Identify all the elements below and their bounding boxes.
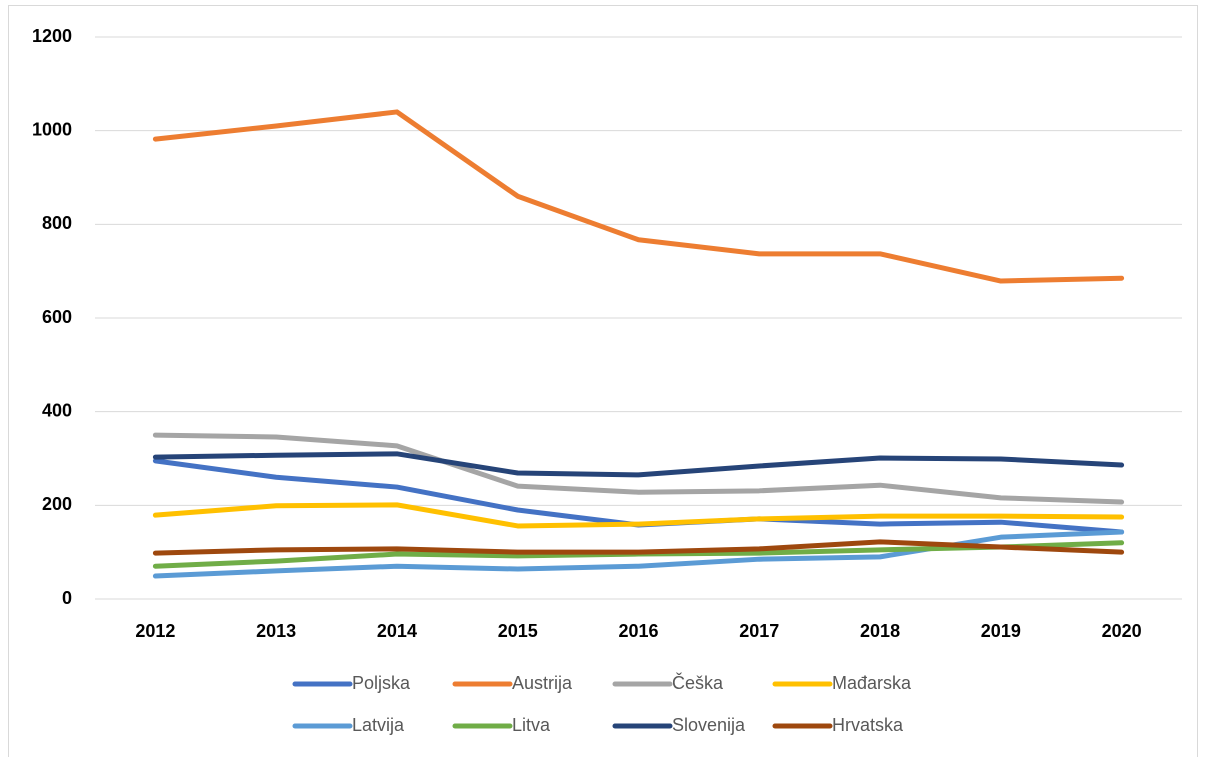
x-tick-label: 2015	[498, 621, 538, 641]
x-tick-label: 2017	[739, 621, 779, 641]
series-line	[152, 539, 1125, 556]
legend-label: Slovenija	[672, 715, 746, 735]
chart-border	[8, 5, 1198, 757]
x-tick-label: 2012	[135, 621, 175, 641]
series-line	[152, 502, 1125, 529]
y-tick-label: 1000	[32, 119, 72, 139]
legend-label: Češka	[672, 672, 724, 693]
series-line	[152, 432, 1125, 505]
x-tick-label: 2016	[618, 621, 658, 641]
y-tick-label: 400	[42, 400, 72, 420]
x-tick-label: 2018	[860, 621, 900, 641]
y-tick-label: 800	[42, 213, 72, 233]
x-tick-label: 2020	[1102, 621, 1142, 641]
y-tick-label: 1200	[32, 26, 72, 46]
legend-label: Austrija	[512, 673, 573, 693]
y-tick-label: 0	[62, 588, 72, 608]
y-tick-label: 200	[42, 494, 72, 514]
legend-label: Mađarska	[832, 673, 912, 693]
x-tick-label: 2014	[377, 621, 417, 641]
series-line	[152, 109, 1125, 284]
x-tick-label: 2019	[981, 621, 1021, 641]
legend-label: Latvija	[352, 715, 405, 735]
y-tick-label: 600	[42, 307, 72, 327]
legend-label: Litva	[512, 715, 551, 735]
x-tick-label: 2013	[256, 621, 296, 641]
legend-label: Hrvatska	[832, 715, 904, 735]
series-line	[152, 451, 1125, 478]
legend-label: Poljska	[352, 673, 411, 693]
